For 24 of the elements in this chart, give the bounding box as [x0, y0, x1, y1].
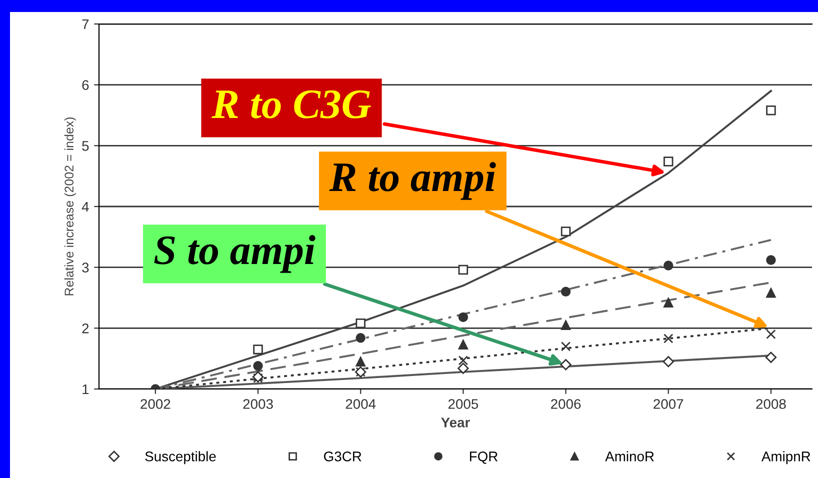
x-tick-label: 2004 — [346, 399, 376, 409]
y-tick-label: 7 — [82, 19, 89, 30]
x-tick-label: 2003 — [243, 399, 273, 409]
x-tick-label: 2008 — [756, 399, 786, 409]
x-axis-title: Year — [441, 418, 470, 428]
y-tick-label: 2 — [82, 324, 89, 334]
y-tick-label: 1 — [82, 384, 89, 394]
x-tick-label: 2007 — [654, 399, 684, 409]
legend-label: Susceptible — [145, 451, 216, 464]
x-tick-label: 2002 — [140, 399, 170, 409]
x-tick-label: 2005 — [448, 399, 478, 409]
y-tick-label: 4 — [82, 202, 89, 212]
legend-label: FQR — [470, 452, 498, 464]
legend-label: AmipnR — [761, 451, 810, 464]
legend-label: AminoR — [605, 451, 654, 462]
y-tick-label: 5 — [82, 141, 89, 151]
annotation: R to ampi — [329, 162, 496, 200]
annotation: R to C3G — [212, 90, 371, 118]
y-tick-label: 6 — [82, 80, 89, 90]
annotation: S to ampi — [154, 235, 316, 273]
y-tick-label: 3 — [82, 262, 89, 273]
legend-label: G3CR — [324, 452, 362, 462]
y-axis-title: Relative increase (2002 = index) — [64, 117, 76, 296]
x-tick-label: 2006 — [551, 399, 581, 409]
